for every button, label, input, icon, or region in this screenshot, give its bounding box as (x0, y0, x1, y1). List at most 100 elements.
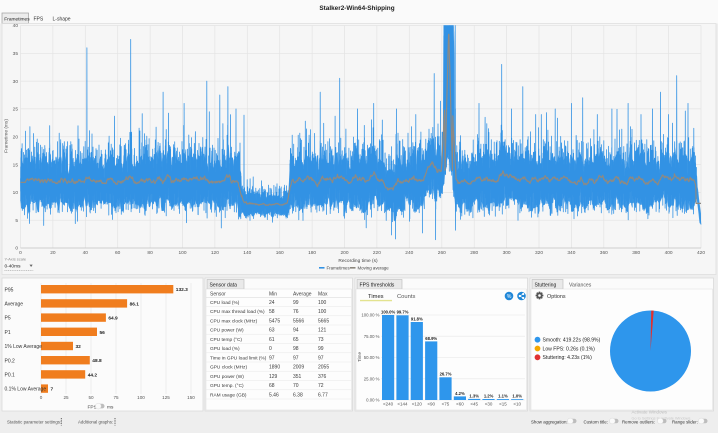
svg-text:CPU temp (°C): CPU temp (°C) (210, 337, 242, 343)
svg-text:64.9: 64.9 (108, 316, 118, 322)
svg-text:0: 0 (269, 346, 272, 352)
svg-text:Max: Max (318, 291, 328, 297)
svg-text:376: 376 (318, 374, 327, 380)
svg-text:97: 97 (318, 355, 324, 361)
svg-text:10: 10 (13, 190, 19, 196)
svg-text:Min: Min (269, 291, 277, 297)
svg-text:Recording time (s): Recording time (s) (338, 258, 378, 264)
svg-text:30: 30 (13, 79, 19, 85)
svg-text:Stalker2-Win64-Shipping: Stalker2-Win64-Shipping (319, 5, 394, 12)
svg-text:400: 400 (665, 250, 673, 256)
svg-text:220: 220 (373, 250, 381, 256)
svg-text:40: 40 (83, 250, 89, 256)
svg-text:Custom title:: Custom title: (584, 419, 608, 424)
svg-text:0: 0 (40, 395, 43, 400)
svg-text:Moving average: Moving average (358, 266, 390, 271)
svg-text:32: 32 (76, 344, 82, 350)
svg-text:Average: Average (293, 291, 312, 297)
svg-text:56: 56 (100, 330, 106, 336)
svg-text:240: 240 (405, 250, 413, 256)
svg-text:0.00 %: 0.00 % (366, 398, 380, 403)
svg-text:99: 99 (293, 300, 299, 306)
svg-text:<45: <45 (470, 402, 478, 407)
svg-text:GPU power (W): GPU power (W) (210, 374, 244, 380)
svg-text:CPU load (%): CPU load (%) (210, 300, 240, 306)
svg-text:140: 140 (243, 250, 251, 256)
svg-text:1.0%: 1.0% (512, 394, 522, 399)
svg-text:5.46: 5.46 (269, 392, 279, 398)
svg-text:25.00 %: 25.00 % (364, 376, 380, 381)
svg-text:GPU load (%): GPU load (%) (210, 346, 240, 352)
svg-text:15: 15 (13, 162, 19, 168)
svg-text:35: 35 (13, 51, 19, 57)
svg-text:129: 129 (269, 374, 278, 380)
svg-text:FPS: FPS (34, 16, 44, 22)
svg-text:180: 180 (308, 250, 316, 256)
svg-text:100: 100 (318, 300, 327, 306)
svg-text:0: 0 (15, 246, 18, 252)
svg-text:0.1% Low Average: 0.1% Low Average (5, 387, 47, 393)
svg-text:6.77: 6.77 (318, 392, 328, 398)
svg-text:Average: Average (5, 302, 24, 308)
svg-text:Additional graphs:: Additional graphs: (78, 419, 113, 424)
svg-text:Options: Options (547, 294, 566, 300)
svg-text:120: 120 (211, 250, 219, 256)
svg-text:5: 5 (15, 218, 18, 224)
svg-text:P1: P1 (5, 330, 11, 336)
svg-text:Y-Axis scale: Y-Axis scale (5, 257, 27, 262)
svg-text:FPS thresholds: FPS thresholds (360, 283, 395, 289)
svg-text:68.9%: 68.9% (425, 336, 437, 341)
svg-text:<30: <30 (485, 402, 493, 407)
svg-text:20: 20 (13, 134, 19, 140)
svg-text:Frametimes: Frametimes (4, 16, 30, 22)
svg-text:50.00 %: 50.00 % (364, 355, 380, 360)
svg-text:2009: 2009 (293, 365, 304, 371)
svg-text:Show aggregation:: Show aggregation: (531, 419, 568, 424)
svg-text:1.1%: 1.1% (498, 394, 508, 399)
svg-text:<90: <90 (427, 402, 435, 407)
svg-text:5566: 5566 (293, 318, 304, 324)
svg-text:48.8: 48.8 (92, 358, 102, 364)
svg-text:<75: <75 (442, 402, 450, 407)
svg-text:280: 280 (470, 250, 478, 256)
svg-text:Time in GPU load limit (%): Time in GPU load limit (%) (210, 355, 267, 361)
svg-text:76: 76 (293, 309, 299, 315)
svg-text:Smooth: 419.22s (98.9%): Smooth: 419.22s (98.9%) (543, 338, 601, 344)
svg-text:80: 80 (147, 250, 153, 256)
svg-text:GPU clock (MHz): GPU clock (MHz) (210, 365, 247, 371)
svg-text:160: 160 (276, 250, 284, 256)
svg-text:<15: <15 (499, 402, 507, 407)
svg-text:360: 360 (600, 250, 608, 256)
svg-text:380: 380 (632, 250, 640, 256)
svg-text:RAM usage (GB): RAM usage (GB) (210, 392, 247, 398)
svg-text:0: 0 (19, 250, 22, 256)
svg-text:CPU max clock (MHz): CPU max clock (MHz) (210, 318, 258, 324)
svg-text:150: 150 (187, 395, 195, 400)
svg-text:100: 100 (318, 309, 327, 315)
svg-text:94: 94 (293, 328, 299, 334)
svg-text:61: 61 (269, 337, 275, 343)
svg-text:CPU power (W): CPU power (W) (210, 328, 244, 334)
svg-text:FPS: FPS (88, 404, 97, 410)
svg-text:Range slider:: Range slider: (672, 419, 698, 424)
svg-text:99: 99 (318, 346, 324, 352)
svg-text:97: 97 (293, 355, 299, 361)
svg-text:Counts: Counts (397, 294, 415, 300)
svg-text:100: 100 (178, 250, 186, 256)
svg-text:Variances: Variances (569, 283, 592, 289)
svg-text:60: 60 (115, 250, 121, 256)
svg-text:58: 58 (269, 309, 275, 315)
svg-text:%: % (507, 294, 512, 300)
svg-text:Stuttering: 4.23s (1%): Stuttering: 4.23s (1%) (543, 355, 593, 361)
svg-text:1.3%: 1.3% (469, 393, 479, 398)
svg-text:260: 260 (438, 250, 446, 256)
svg-text:100: 100 (137, 395, 145, 400)
svg-text:340: 340 (567, 250, 575, 256)
svg-text:26.7%: 26.7% (440, 372, 452, 377)
svg-text:CPU max thread load (%): CPU max thread load (%) (210, 309, 265, 315)
svg-text:24: 24 (269, 300, 275, 306)
svg-text:300: 300 (503, 250, 511, 256)
svg-text:6.38: 6.38 (293, 392, 303, 398)
svg-text:Stuttering: Stuttering (535, 283, 557, 289)
svg-text:<120: <120 (412, 402, 423, 407)
